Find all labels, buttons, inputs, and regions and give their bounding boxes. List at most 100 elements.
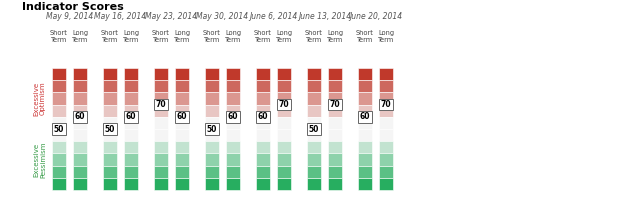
Bar	[124, 117, 138, 129]
Bar	[52, 105, 66, 117]
Bar	[277, 166, 291, 178]
Bar	[277, 68, 291, 80]
Text: 50: 50	[105, 124, 115, 133]
Bar	[73, 105, 87, 117]
Bar	[277, 178, 291, 190]
Text: Long
Term: Long Term	[72, 30, 88, 42]
Bar	[256, 129, 270, 141]
Bar	[52, 153, 66, 166]
Bar	[73, 129, 87, 141]
Bar	[358, 141, 372, 153]
Bar	[103, 117, 117, 129]
Bar	[175, 153, 189, 166]
Bar	[73, 178, 87, 190]
Bar	[103, 92, 117, 105]
Bar	[175, 68, 189, 80]
Text: Short
Term: Short Term	[50, 30, 68, 42]
Text: 60: 60	[75, 112, 86, 121]
Bar	[379, 117, 393, 129]
Bar	[358, 117, 372, 129]
Bar	[328, 129, 342, 141]
Bar	[256, 80, 270, 92]
Bar	[256, 68, 270, 80]
Bar	[256, 105, 270, 117]
Text: Long
Term: Long Term	[123, 30, 139, 42]
Bar	[328, 80, 342, 92]
Bar	[103, 68, 117, 80]
Bar	[379, 178, 393, 190]
Bar	[328, 141, 342, 153]
Bar	[205, 117, 219, 129]
Bar	[73, 68, 87, 80]
Bar	[307, 105, 321, 117]
Bar	[379, 92, 393, 105]
Bar	[379, 105, 393, 117]
Bar	[358, 166, 372, 178]
Bar	[154, 80, 168, 92]
Text: Excessive
Optimism: Excessive Optimism	[33, 81, 46, 116]
Bar	[277, 141, 291, 153]
Bar	[307, 166, 321, 178]
Bar	[124, 166, 138, 178]
Bar	[205, 153, 219, 166]
Text: Short
Term: Short Term	[356, 30, 374, 42]
Bar	[175, 80, 189, 92]
Text: May 23, 2014: May 23, 2014	[146, 12, 198, 21]
Text: Short
Term: Short Term	[152, 30, 170, 42]
Bar	[175, 92, 189, 105]
Bar	[379, 166, 393, 178]
Bar	[358, 80, 372, 92]
Bar	[52, 129, 66, 141]
Text: May 9, 2014: May 9, 2014	[46, 12, 93, 21]
Bar	[379, 129, 393, 141]
Bar	[379, 153, 393, 166]
Text: 50: 50	[309, 124, 319, 133]
Bar	[307, 141, 321, 153]
Bar	[52, 117, 66, 129]
Bar	[277, 92, 291, 105]
Bar	[175, 178, 189, 190]
Bar	[328, 153, 342, 166]
Text: Short
Term: Short Term	[254, 30, 272, 42]
Bar	[175, 141, 189, 153]
Bar	[103, 80, 117, 92]
Bar	[307, 178, 321, 190]
Text: Long
Term: Long Term	[327, 30, 343, 42]
Bar	[277, 117, 291, 129]
Bar	[103, 153, 117, 166]
Text: Short
Term: Short Term	[203, 30, 221, 42]
Bar	[277, 105, 291, 117]
Bar	[52, 141, 66, 153]
Text: 60: 60	[228, 112, 238, 121]
Bar	[154, 68, 168, 80]
Bar	[205, 166, 219, 178]
Bar	[358, 153, 372, 166]
Bar	[226, 80, 240, 92]
Bar	[52, 166, 66, 178]
Text: 70: 70	[330, 100, 340, 109]
Bar	[226, 141, 240, 153]
Bar	[226, 178, 240, 190]
Bar	[256, 153, 270, 166]
Bar	[358, 92, 372, 105]
Bar	[358, 105, 372, 117]
Text: Long
Term: Long Term	[276, 30, 292, 42]
Bar	[205, 105, 219, 117]
Bar	[52, 178, 66, 190]
Bar	[277, 129, 291, 141]
Bar	[73, 141, 87, 153]
Text: 60: 60	[126, 112, 136, 121]
Bar	[73, 117, 87, 129]
Bar	[73, 80, 87, 92]
Text: Long
Term: Long Term	[378, 30, 394, 42]
Text: May 30, 2014: May 30, 2014	[197, 12, 249, 21]
Bar	[124, 105, 138, 117]
Text: 60: 60	[258, 112, 268, 121]
Bar	[124, 80, 138, 92]
Bar	[175, 129, 189, 141]
Text: Long
Term: Long Term	[225, 30, 241, 42]
Bar	[124, 141, 138, 153]
Bar	[154, 178, 168, 190]
Bar	[256, 141, 270, 153]
Bar	[124, 178, 138, 190]
